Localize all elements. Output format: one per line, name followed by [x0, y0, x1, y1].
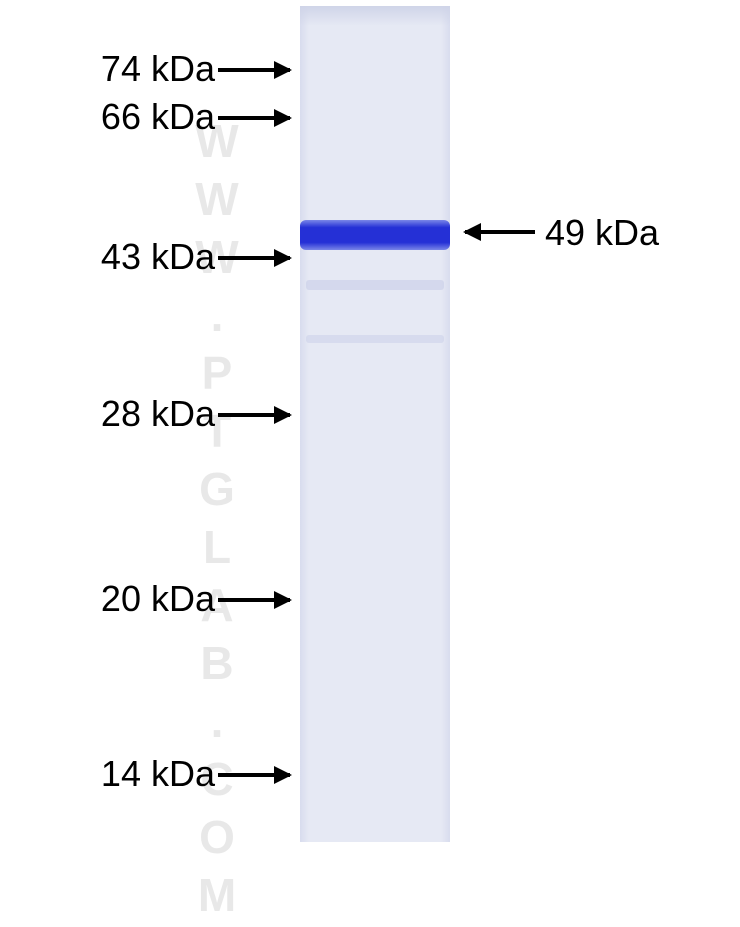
faint-band-1: [306, 280, 444, 290]
gel-figure: WWW.PTGLAB.COM 74 kDa 66 kDa 43 kDa 28 k…: [0, 0, 740, 847]
ladder-label-43: 43 kDa: [101, 236, 215, 278]
sample-label: 49 kDa: [545, 212, 659, 254]
ladder-label-20: 20 kDa: [101, 578, 215, 620]
sample-band: [300, 220, 450, 250]
ladder-label-66: 66 kDa: [101, 96, 215, 138]
ladder-arrow-66: [218, 116, 290, 120]
ladder-arrow-20: [218, 598, 290, 602]
ladder-arrow-43: [218, 256, 290, 260]
ladder-label-14: 14 kDa: [101, 753, 215, 795]
ladder-arrow-14: [218, 773, 290, 777]
lane-top-shadow: [300, 6, 450, 26]
ladder-arrow-74: [218, 68, 290, 72]
sample-arrow: [465, 230, 535, 234]
ladder-label-74: 74 kDa: [101, 48, 215, 90]
gel-lane: [300, 6, 450, 842]
ladder-label-28: 28 kDa: [101, 393, 215, 435]
ladder-arrow-28: [218, 413, 290, 417]
faint-band-2: [306, 335, 444, 343]
